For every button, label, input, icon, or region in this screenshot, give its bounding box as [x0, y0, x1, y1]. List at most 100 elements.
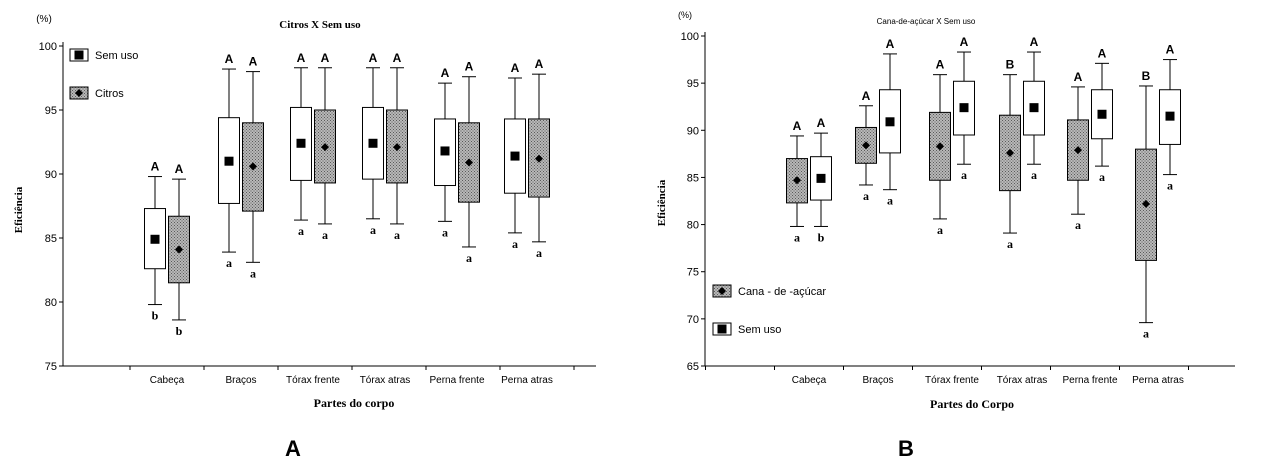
x-tick-label: Tórax atras — [360, 375, 411, 386]
y-tick-label: 75 — [45, 361, 57, 373]
significance-lower: a — [1099, 170, 1105, 184]
legend: Sem uso Citros — [69, 48, 138, 100]
median-marker — [1142, 199, 1150, 208]
significance-upper: A — [225, 52, 234, 66]
significance-lower: a — [536, 246, 542, 260]
legend-label: Citros — [95, 88, 124, 100]
box-plot: Aa — [855, 89, 877, 203]
significance-upper: A — [369, 51, 378, 65]
significance-upper: A — [511, 61, 520, 75]
significance-lower: b — [818, 230, 825, 244]
box-plot: Ab — [144, 160, 166, 323]
significance-upper: A — [936, 58, 945, 72]
median-marker — [510, 151, 520, 161]
median-marker — [296, 138, 306, 148]
box-plot: Ab — [168, 162, 190, 338]
x-tick-label: Cabeça — [150, 375, 185, 386]
box-plot: Aa — [528, 57, 550, 260]
y-tick-label: 80 — [45, 297, 57, 309]
median-marker — [885, 117, 895, 127]
significance-lower: a — [1007, 237, 1013, 251]
y-tick-label: 85 — [45, 233, 57, 245]
significance-upper: A — [1074, 70, 1083, 84]
x-tick-label: Tórax frente — [286, 375, 340, 386]
y-tick-label: 80 — [687, 220, 699, 232]
median-marker — [718, 287, 726, 295]
y-unit-label: (%) — [678, 10, 692, 20]
box-plot: Aa — [314, 51, 336, 242]
y-tick-label: 70 — [687, 314, 699, 326]
box-plot: Aa — [1023, 35, 1045, 182]
significance-upper: A — [175, 162, 184, 176]
x-axis-label: Partes do corpo — [314, 396, 395, 410]
legend-label: Sem uso — [738, 324, 781, 336]
chart-panel-a: Citros X Sem uso (%) Eficiência Partes d… — [13, 14, 596, 461]
significance-lower: a — [1031, 168, 1037, 182]
box-plot: Ba — [999, 58, 1021, 251]
x-tick-label: Perna frente — [429, 375, 484, 386]
significance-upper: A — [297, 51, 306, 65]
y-tick-label: 75 — [687, 267, 699, 279]
x-tick-label: Braços — [225, 375, 256, 386]
significance-lower: a — [394, 228, 400, 242]
median-marker — [535, 154, 543, 163]
chart-title: Citros X Sem uso — [279, 19, 361, 31]
x-tick-label: Perna frente — [1062, 375, 1117, 386]
legend-item: Sem uso — [712, 322, 781, 336]
median-marker — [224, 156, 234, 166]
x-tick-label: Tórax frente — [925, 375, 979, 386]
y-tick-label: 100 — [681, 31, 699, 43]
y-tick-label: 65 — [687, 361, 699, 373]
median-marker — [862, 141, 870, 150]
x-tick-label: Cabeça — [792, 375, 827, 386]
median-marker — [465, 158, 473, 167]
y-tick-label: 95 — [45, 105, 57, 117]
y-unit-label: (%) — [36, 14, 52, 25]
box-plot: Aa — [504, 61, 526, 251]
median-marker — [150, 234, 160, 244]
y-tick-label: 90 — [45, 169, 57, 181]
significance-lower: a — [442, 225, 448, 239]
median-marker — [1097, 109, 1107, 119]
significance-lower: a — [887, 194, 893, 208]
x-tick-label: Perna atras — [501, 375, 553, 386]
legend-item: Sem uso — [69, 48, 138, 62]
box-plot: Aa — [1067, 70, 1089, 232]
median-marker — [1074, 146, 1082, 155]
significance-lower: a — [512, 237, 518, 251]
significance-lower: a — [250, 266, 256, 280]
box-plot: Aa — [434, 66, 456, 239]
median-marker — [175, 245, 183, 254]
median-marker — [717, 324, 727, 334]
legend-item: Citros — [69, 86, 124, 100]
significance-lower: b — [152, 309, 159, 323]
box-plot: Aa — [1091, 46, 1113, 184]
significance-upper: A — [393, 51, 402, 65]
chart-panel-b: Cana-de-açúcar X Sem uso (%) Eficiência … — [656, 10, 1235, 461]
y-tick-label: 85 — [687, 172, 699, 184]
significance-upper: B — [1142, 69, 1151, 83]
median-marker — [249, 162, 257, 171]
x-tick-label: Tórax atras — [997, 375, 1048, 386]
median-marker — [959, 103, 969, 113]
significance-lower: a — [1075, 218, 1081, 232]
x-tick-label: Braços — [862, 375, 893, 386]
significance-lower: a — [937, 223, 943, 237]
box-plot: Ba — [1135, 69, 1157, 341]
panel-letter: B — [898, 436, 914, 461]
significance-lower: a — [226, 256, 232, 270]
box-plot: Aa — [786, 119, 808, 244]
median-marker — [1006, 148, 1014, 157]
y-tick-label: 95 — [687, 78, 699, 90]
median-marker — [75, 89, 83, 97]
y-tick-label: 90 — [687, 125, 699, 137]
significance-upper: A — [151, 160, 160, 174]
legend-label: Sem uso — [95, 50, 138, 62]
median-marker — [440, 146, 450, 156]
significance-lower: a — [1143, 327, 1149, 341]
significance-upper: A — [321, 51, 330, 65]
significance-lower: a — [322, 228, 328, 242]
x-tick-label: Perna atras — [1132, 375, 1184, 386]
significance-upper: A — [886, 37, 895, 51]
